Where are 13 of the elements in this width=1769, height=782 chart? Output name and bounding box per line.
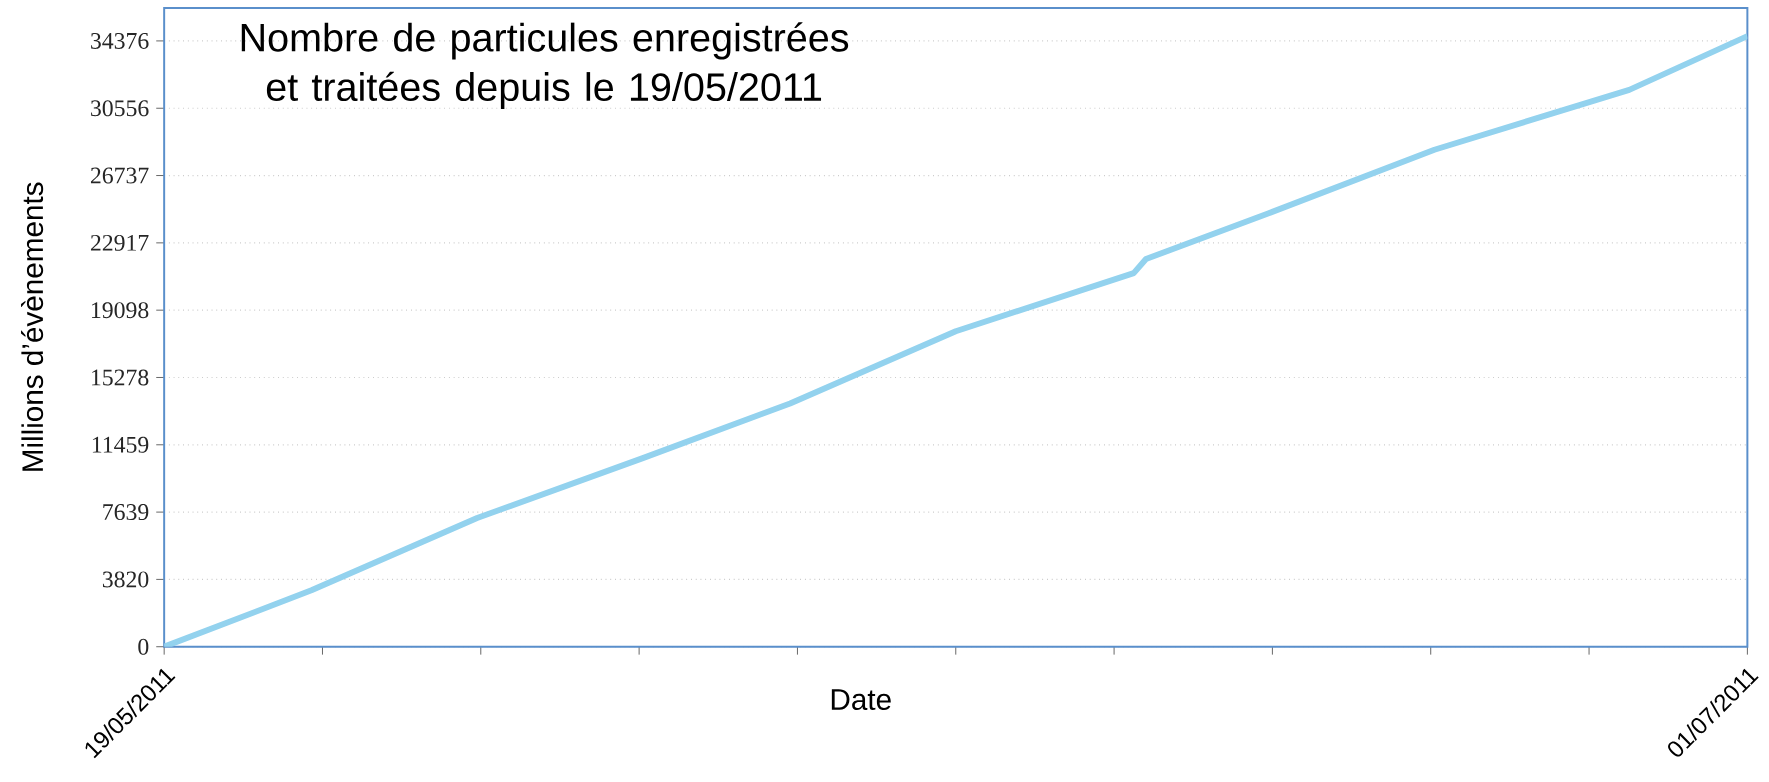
y-axis-title: Millions d’évènements [21, 182, 44, 471]
y-tick-label: 11459 [92, 436, 149, 453]
y-tick-label: 34376 [91, 32, 149, 49]
y-tick-label: 7639 [103, 504, 149, 520]
x-axis-title: Date [831, 689, 891, 710]
y-tick-label: 26737 [90, 167, 149, 184]
y-tick-label: 15278 [92, 369, 149, 386]
text: Nombre de particules enregistrées et traitées depuis le 19/05/2011 [241, 22, 849, 109]
y-tick-label: 22917 [90, 234, 149, 251]
y-tick-label: 0 [138, 638, 149, 655]
y-tick-label: 3820 [102, 571, 149, 588]
y-tick-label: 30556 [91, 100, 149, 117]
y-tick-label: 19098 [92, 302, 149, 319]
